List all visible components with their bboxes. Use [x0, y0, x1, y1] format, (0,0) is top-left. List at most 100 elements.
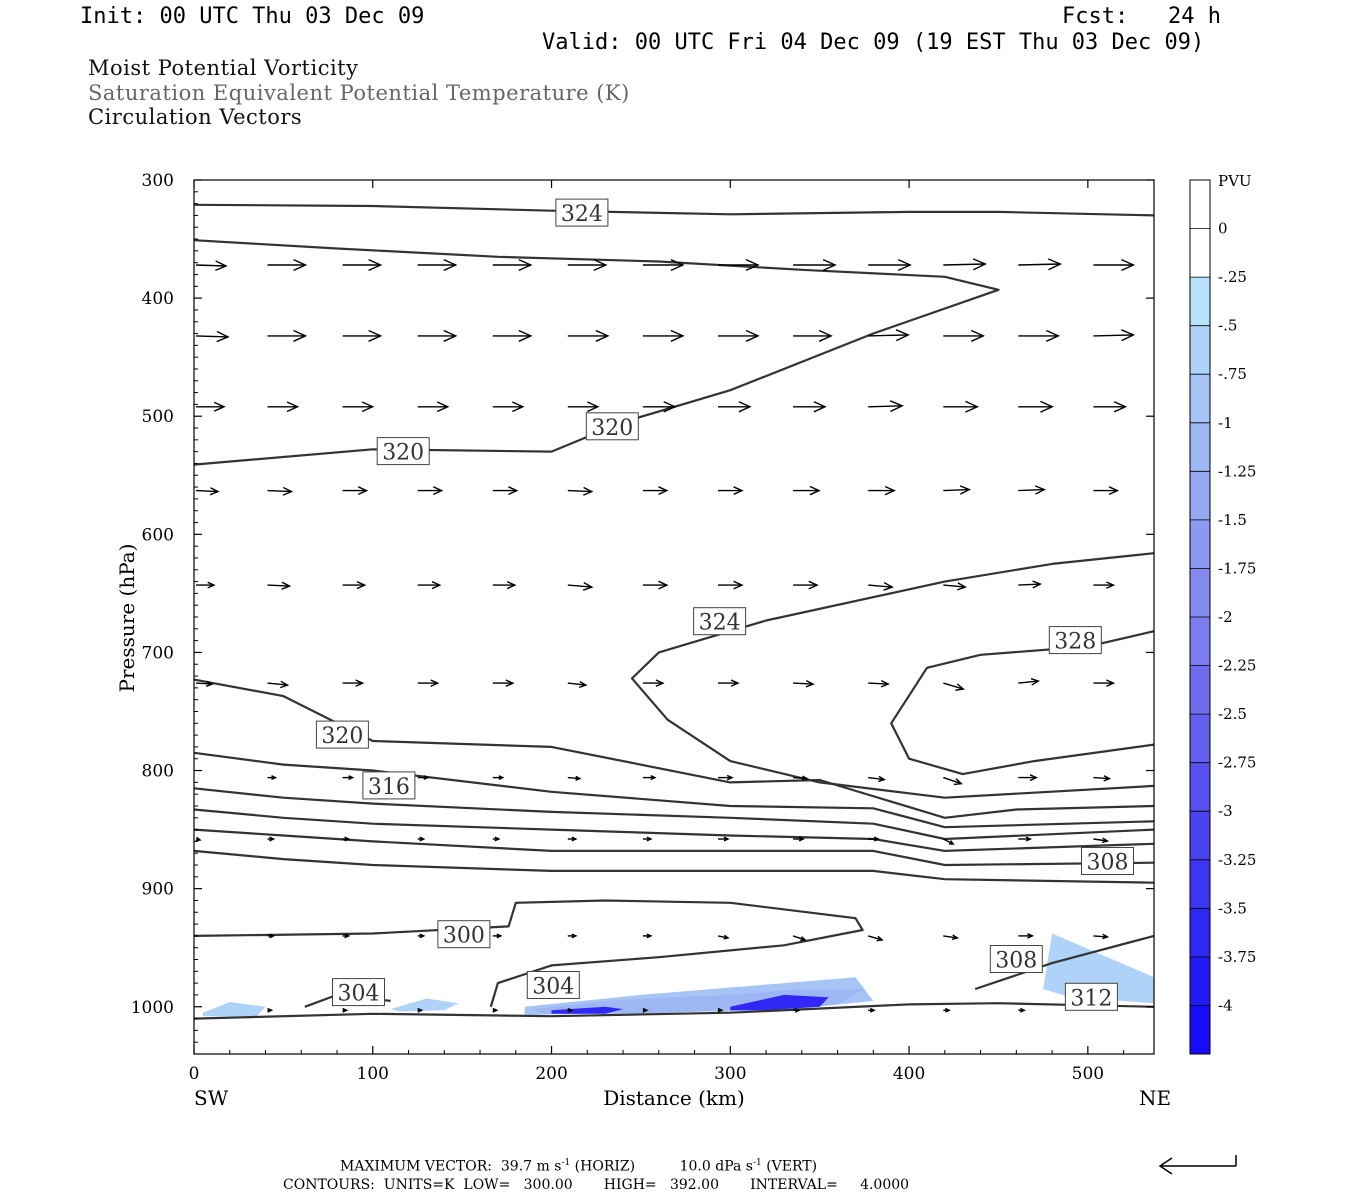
circulation-vector	[1093, 837, 1110, 844]
contour-label-text: 300	[443, 924, 485, 949]
vector-head	[344, 933, 351, 939]
contour-label-text: 324	[561, 202, 603, 227]
circulation-vector	[267, 775, 278, 781]
contour-label-box	[362, 771, 416, 800]
circulation-vector	[417, 679, 440, 687]
vector-shaft	[868, 682, 889, 685]
theta-es-contour-8	[193, 828, 1155, 867]
colorbar-label: -3.5	[1218, 899, 1247, 917]
vector-head	[818, 329, 833, 342]
vector-shaft	[567, 584, 592, 588]
y-axis-label: Pressure (hPa)	[115, 544, 139, 693]
vector-head	[492, 1007, 499, 1013]
vector-head	[571, 836, 578, 842]
circulation-vector	[1018, 258, 1062, 271]
vector-head	[878, 775, 886, 783]
vector-head	[873, 836, 880, 842]
colorbar-label: -.5	[1218, 317, 1237, 335]
theta-es-contour-12	[974, 934, 1155, 991]
vector-head	[1030, 678, 1040, 686]
vector-head	[658, 580, 669, 590]
vector-head	[1029, 774, 1038, 782]
vector-head	[342, 1007, 349, 1013]
vector-head	[443, 258, 458, 272]
title-moist-pv: Moist Potential Vorticity	[88, 56, 359, 80]
theta-es-contour-6	[193, 787, 1155, 841]
circulation-vector	[943, 682, 965, 691]
vector-head	[578, 680, 588, 688]
circulation-vector	[868, 1007, 876, 1013]
circulation-vector	[417, 1007, 424, 1013]
pv-shade-5	[730, 994, 829, 1011]
circulation-vector	[943, 485, 972, 495]
contour-label-box	[1081, 847, 1134, 875]
circulation-vector	[267, 933, 276, 939]
circulation-vector	[793, 401, 827, 413]
vector-head	[808, 580, 819, 590]
max-vector-line: MAXIMUM VECTOR: 39.7 m s-1 (HORIZ) 10.0 …	[340, 1158, 818, 1175]
vector-head	[951, 934, 960, 941]
vector-shaft	[567, 776, 580, 780]
vector-shaft	[1093, 776, 1110, 780]
circulation-vector	[868, 775, 886, 783]
vector-shaft	[793, 776, 808, 780]
circulation-vector	[642, 486, 669, 496]
colorbar-label: -.75	[1218, 365, 1247, 383]
vector-head	[293, 258, 308, 272]
circulation-vector	[943, 400, 980, 413]
colorbar-segment	[1190, 568, 1210, 618]
circulation-vector	[793, 1007, 801, 1013]
y-tick-label: 900	[142, 880, 174, 900]
theta-es-contour-2	[630, 552, 1155, 799]
theta-es-contour-1	[193, 239, 1000, 466]
vector-head	[587, 401, 600, 413]
colorbar-segment	[1190, 859, 1210, 909]
vector-head	[945, 1007, 952, 1013]
valid-time: Valid: 00 UTC Fri 04 Dec 09 (19 EST Thu …	[542, 30, 1205, 55]
y-tick-label: 400	[142, 289, 174, 309]
vector-head	[1121, 258, 1136, 272]
colorbar-label: -1.5	[1218, 511, 1247, 529]
vector-head	[1102, 837, 1110, 844]
circulation-vector	[717, 1007, 724, 1013]
colorbar-segment	[1190, 422, 1210, 472]
circulation-vector	[793, 580, 819, 590]
colorbar-segment	[1190, 811, 1210, 861]
colorbar-segment	[1190, 908, 1210, 958]
contour-label-box	[437, 920, 491, 949]
vector-shaft	[1018, 488, 1045, 492]
vector-head	[1113, 401, 1128, 413]
circulation-vector	[196, 581, 216, 589]
vector-head	[271, 775, 278, 781]
vector-head	[419, 933, 426, 939]
circulation-vector	[492, 258, 533, 272]
circulation-vector	[567, 680, 588, 688]
vector-head	[953, 778, 963, 786]
vector-shaft	[943, 935, 958, 939]
contour-label: 320	[585, 412, 639, 441]
contour-label: 308	[989, 945, 1043, 974]
circulation-vector	[1093, 258, 1136, 272]
theta-es-contour-9	[193, 849, 1155, 884]
x-tick-label: 200	[535, 1064, 567, 1084]
vector-head	[582, 581, 594, 591]
contour-label-box	[1064, 982, 1118, 1011]
circulation-vector	[1093, 775, 1112, 782]
circulation-vector	[195, 487, 220, 496]
circulation-vector	[492, 933, 503, 939]
circulation-vector	[417, 580, 442, 590]
circulation-vector	[492, 329, 533, 342]
circulation-vector	[1093, 933, 1110, 940]
circulation-vector	[793, 329, 833, 342]
theta-es-contour-13	[193, 1002, 1155, 1020]
vector-shaft	[868, 584, 893, 588]
circulation-vector	[267, 258, 308, 272]
circulation-vector	[196, 401, 226, 412]
vector-head	[505, 679, 515, 687]
circulation-vector	[718, 679, 740, 687]
circulation-vector	[567, 775, 582, 781]
circulation-vector	[1093, 401, 1128, 413]
theta-es-contour-3	[890, 630, 1155, 776]
circulation-vector	[342, 836, 351, 842]
y-tick-label: 800	[142, 762, 174, 782]
